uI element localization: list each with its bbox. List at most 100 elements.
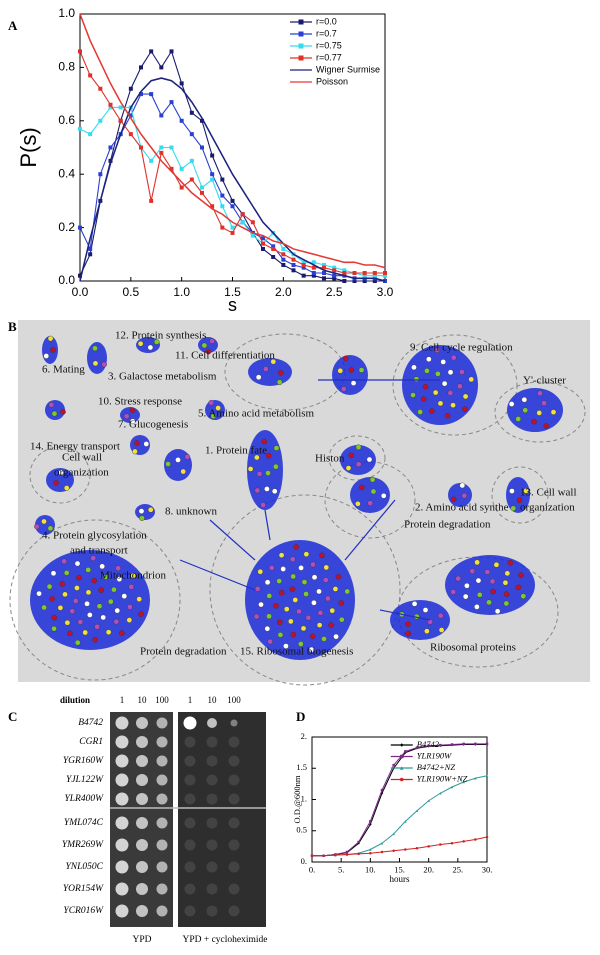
node [273, 463, 279, 470]
node [256, 471, 263, 477]
legend-label: r=0.77 [316, 52, 342, 62]
node [126, 617, 133, 623]
data-point [169, 100, 174, 105]
data-point [200, 145, 204, 150]
data-point [271, 246, 276, 251]
data-point [450, 785, 454, 789]
data-point [159, 145, 164, 150]
node [417, 409, 423, 415]
node [437, 400, 444, 407]
cluster-label: Y'-cluster [523, 375, 566, 387]
node [87, 612, 93, 618]
colony [156, 774, 168, 786]
node [36, 590, 42, 597]
colony [115, 860, 129, 874]
y-tick-label: 0.2 [58, 220, 75, 234]
node [92, 345, 98, 352]
y-tick-label: 0.6 [58, 113, 75, 127]
legend-marker [298, 43, 304, 49]
node [322, 577, 329, 583]
node [311, 599, 317, 606]
node [276, 578, 282, 584]
data-point [88, 252, 93, 257]
node [258, 601, 264, 608]
strain-label: YCR016W [63, 906, 104, 916]
x-tick-label: 1.0 [173, 285, 190, 299]
y-tick-label: 0.0 [58, 273, 75, 287]
node [321, 636, 327, 642]
node [48, 401, 55, 408]
node [474, 604, 480, 610]
cluster-label: 14. Energy transport [30, 441, 120, 453]
data-point [311, 265, 316, 270]
node [134, 440, 140, 446]
dilution-label: 100 [227, 695, 241, 705]
node [424, 368, 430, 374]
node [515, 584, 522, 591]
colony [228, 839, 240, 851]
data-point [281, 262, 286, 267]
x-tick-label: 20. [423, 864, 434, 874]
colony [136, 717, 148, 729]
data-point [369, 820, 372, 823]
cluster [30, 550, 150, 650]
cluster-label: Cell wall [62, 452, 102, 464]
node [215, 405, 221, 411]
legend-marker [400, 777, 404, 782]
legend-label: B4742 [417, 739, 440, 749]
node [366, 456, 373, 463]
cluster-label: 7. Glucogenesis [118, 419, 188, 431]
x-tick-label: 10. [365, 864, 376, 874]
node [432, 389, 439, 396]
data-point [230, 204, 235, 209]
strain-label: YOR154W [63, 884, 104, 894]
node [165, 461, 171, 467]
colony [184, 839, 196, 851]
cluster-outline [491, 466, 549, 524]
node [280, 566, 286, 572]
node [129, 418, 136, 424]
data-point [369, 852, 372, 855]
colony [115, 882, 129, 896]
node [493, 561, 500, 568]
node [317, 610, 324, 616]
colony [228, 793, 240, 805]
node [338, 616, 345, 623]
data-point [189, 110, 194, 115]
colony [228, 905, 240, 917]
data-point [439, 843, 442, 846]
data-point [427, 799, 430, 802]
data-point [474, 777, 477, 780]
node [447, 369, 454, 376]
edge [379, 609, 431, 621]
colony [184, 817, 196, 829]
node [67, 630, 73, 637]
node [296, 608, 302, 615]
cluster-label: Protein degradation [404, 519, 491, 531]
legend-marker [400, 766, 404, 770]
data-point [310, 854, 314, 857]
node [489, 578, 496, 585]
cluster-label: 3. Galactose metabolism [108, 371, 217, 383]
node [113, 618, 120, 625]
node [41, 604, 47, 611]
data-point [352, 270, 357, 275]
data-point [179, 185, 184, 190]
node [130, 572, 136, 579]
node [260, 502, 266, 508]
series-line [312, 743, 487, 857]
node [316, 588, 322, 595]
cluster-label: organization [520, 502, 575, 514]
node [486, 599, 492, 606]
data-point [78, 126, 82, 131]
data-point [404, 750, 407, 753]
data-point [200, 118, 204, 123]
y-tick-label: 0.5 [296, 825, 307, 835]
node [536, 410, 543, 416]
data-point [189, 177, 194, 182]
node [410, 392, 416, 398]
edge [179, 559, 256, 591]
node [101, 361, 107, 368]
node [503, 591, 510, 597]
y-tick-label: 1. [301, 793, 307, 803]
